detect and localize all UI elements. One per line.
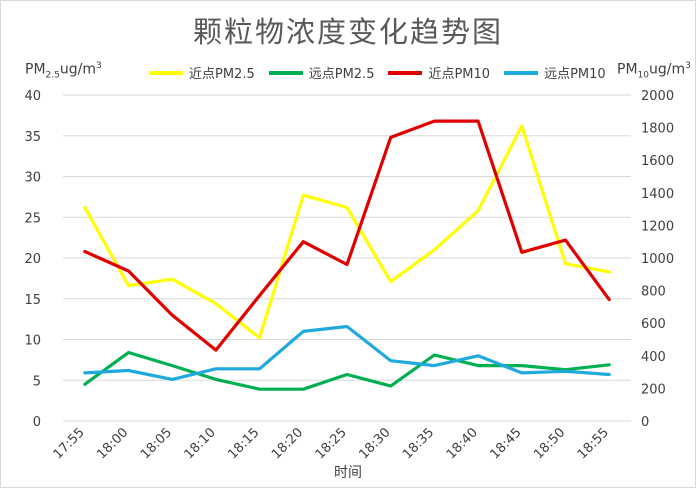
left-axis-unit-sup: 3 xyxy=(95,61,102,71)
right-axis-tick-label: 400 xyxy=(641,350,666,365)
legend-label-far-pm25: 远点PM2.5 xyxy=(308,67,375,82)
left-axis-unit-prefix: PM xyxy=(25,61,46,78)
right-axis-tick-label: 1000 xyxy=(641,252,674,267)
x-axis-tick-label: 18:40 xyxy=(444,425,481,462)
x-axis-tick-label: 18:30 xyxy=(356,425,393,462)
left-axis-tick-label: 25 xyxy=(24,211,41,226)
right-axis-unit-prefix: PM xyxy=(617,61,638,78)
series-line-3 xyxy=(83,324,611,381)
right-axis-unit: PM10ug/m3 xyxy=(617,61,691,80)
legend-item-far-pm25: 远点PM2.5 xyxy=(268,63,375,82)
right-axis-tick-label: 2000 xyxy=(641,89,674,104)
left-axis-unit: PM2.5ug/m3 xyxy=(25,61,102,80)
legend-item-far-pm10: 远点PM10 xyxy=(504,63,606,82)
right-axis-tick-label: 200 xyxy=(641,382,666,397)
chart-title: 颗粒物浓度变化趋势图 xyxy=(192,15,503,49)
right-axis-unit-sup: 3 xyxy=(685,61,691,71)
legend-label-near-pm10: 近点PM10 xyxy=(428,67,491,82)
right-axis-tick-label: 1200 xyxy=(641,219,674,234)
x-axis-tick-label: 18:45 xyxy=(487,425,524,462)
right-axis-tick-label: 1400 xyxy=(641,187,674,202)
left-axis-tick-label: 0 xyxy=(33,415,41,430)
left-axis-tick-label: 10 xyxy=(24,334,41,349)
x-axis-title: 时间 xyxy=(334,465,362,481)
legend-swatch-far-pm25 xyxy=(268,70,303,75)
series-line-1 xyxy=(83,350,611,391)
left-axis-tick-label: 15 xyxy=(24,293,41,308)
right-axis-unit-suffix: ug/m xyxy=(648,61,686,78)
left-axis-tick-label: 35 xyxy=(24,130,41,145)
x-axis-tick-label: 17:55 xyxy=(51,425,88,462)
x-axis-tick-label: 18:25 xyxy=(313,425,350,462)
left-axis-tick-label: 30 xyxy=(24,171,41,186)
legend-item-near-pm10: 近点PM10 xyxy=(388,63,490,82)
x-axis-tick-label: 18:20 xyxy=(269,425,306,462)
right-axis-tick-label: 1600 xyxy=(641,154,674,169)
series-line-2 xyxy=(83,119,611,352)
legend-swatch-near-pm10 xyxy=(388,70,423,75)
x-axis-tick-label: 18:35 xyxy=(400,425,437,462)
right-axis-tick-label: 800 xyxy=(641,285,666,300)
legend-swatch-far-pm10 xyxy=(504,70,539,75)
legend-swatch-near-pm25 xyxy=(149,70,183,75)
x-axis-tick-label: 18:10 xyxy=(182,425,219,462)
x-axis-tick-label: 18:55 xyxy=(575,425,612,462)
legend-label-far-pm10: 远点PM10 xyxy=(544,67,606,82)
left-axis-tick-label: 20 xyxy=(24,252,41,267)
right-axis-tick-label: 1800 xyxy=(641,122,674,137)
series-line-0 xyxy=(83,124,611,340)
legend-label-near-pm25: 近点PM2.5 xyxy=(189,67,255,82)
right-axis-tick-label: 600 xyxy=(641,317,666,332)
x-axis-tick-label: 18:15 xyxy=(225,425,262,462)
chart-legend: 近点PM2.5 远点PM2.5 近点PM10 远点PM10 xyxy=(149,63,606,82)
right-axis-unit-sub: 10 xyxy=(637,70,649,81)
left-axis-tick-label: 5 xyxy=(33,374,41,389)
x-axis-tick-label: 18:50 xyxy=(531,425,568,462)
right-axis-tick-label: 0 xyxy=(641,415,649,430)
left-axis-unit-suffix: ug/m xyxy=(59,61,96,78)
left-axis-tick-label: 40 xyxy=(24,89,41,104)
legend-item-near-pm25: 近点PM2.5 xyxy=(149,63,255,82)
x-axis-tick-label: 18:05 xyxy=(138,425,175,462)
x-axis-tick-label: 18:00 xyxy=(94,425,131,462)
left-axis-unit-sub: 2.5 xyxy=(45,70,60,81)
